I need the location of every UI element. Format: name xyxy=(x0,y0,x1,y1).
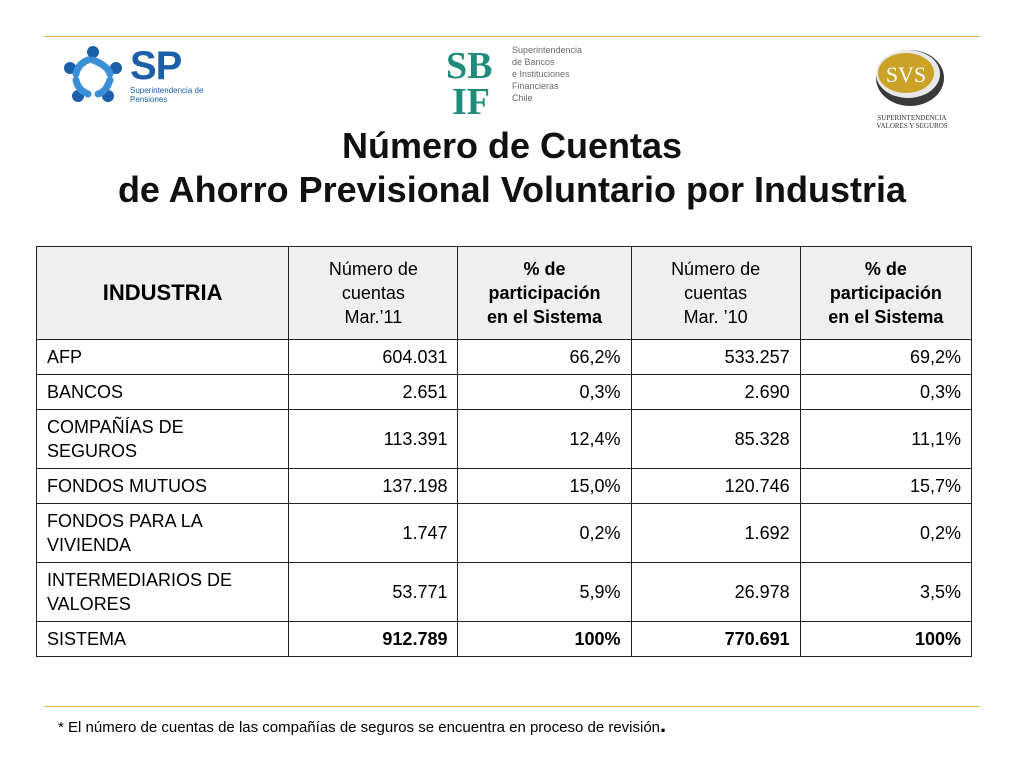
table-row: BANCOS 2.651 0,3% 2.690 0,3% xyxy=(35,374,973,410)
page-title: Número de Cuentas de Ahorro Previsional … xyxy=(0,124,1024,212)
table-row: COMPAÑÍAS DE SEGUROS 113.391 12,4% 85.328… xyxy=(35,409,973,469)
svs-logo: SVS SUPERINTENDENCIA VALORES Y SEGUROS xyxy=(868,44,958,130)
row-pct-mar10: 0,3% xyxy=(799,374,973,410)
accounts-table: INDUSTRIA Número de cuentas Mar.’11 % de… xyxy=(35,246,973,657)
row-industria: FONDOS MUTUOS xyxy=(35,468,290,504)
row-industria: SISTEMA xyxy=(35,621,290,657)
row-pct-mar10: 100% xyxy=(799,621,973,657)
sbif-subtitle: Superintendencia de Bancos e Institucion… xyxy=(512,45,583,103)
svg-text:SVS: SVS xyxy=(886,62,926,87)
row-cuentas-mar11: 53.771 xyxy=(288,562,459,622)
table-header-row: INDUSTRIA Número de cuentas Mar.’11 % de… xyxy=(35,246,973,340)
title-line-1: Número de Cuentas xyxy=(341,125,683,166)
row-cuentas-mar11: 2.651 xyxy=(288,374,459,410)
row-cuentas-mar10: 26.978 xyxy=(630,562,801,622)
row-cuentas-mar11: 113.391 xyxy=(288,409,459,469)
svg-text:SB: SB xyxy=(446,45,492,87)
svg-text:IF: IF xyxy=(452,81,490,116)
row-industria: COMPAÑÍAS DE SEGUROS xyxy=(35,409,290,469)
row-cuentas-mar10: 770.691 xyxy=(630,621,801,657)
row-cuentas-mar11: 604.031 xyxy=(288,339,459,375)
header-cuentas-mar11: Número de cuentas Mar.’11 xyxy=(288,246,459,340)
row-industria: INTERMEDIARIOS DE VALORES xyxy=(35,562,290,622)
row-pct-mar11: 66,2% xyxy=(457,339,632,375)
sp-emblem-icon xyxy=(64,46,122,102)
row-pct-mar10: 3,5% xyxy=(799,562,973,622)
row-pct-mar10: 0,2% xyxy=(799,503,973,563)
sp-subtitle: Superintendencia de Pensiones xyxy=(130,86,204,104)
svs-emblem-icon: SVS xyxy=(876,50,944,106)
row-pct-mar10: 69,2% xyxy=(799,339,973,375)
header-cuentas-mar10: Número de cuentas Mar. ’10 xyxy=(630,246,801,340)
bottom-divider xyxy=(44,706,980,707)
svs-subtitle: SUPERINTENDENCIA VALORES Y SEGUROS xyxy=(876,114,948,130)
title-line-2: de Ahorro Previsional Voluntario por Ind… xyxy=(117,169,907,210)
table-row: AFP 604.031 66,2% 533.257 69,2% xyxy=(35,339,973,375)
footnote-text: * El número de cuentas de las compañías … xyxy=(58,719,661,736)
header-pct-mar10: % de participación en el Sistema xyxy=(799,246,973,340)
sbif-logo: SB IF Superintendencia de Bancos e Insti… xyxy=(446,44,586,120)
row-cuentas-mar11: 912.789 xyxy=(288,621,459,657)
row-pct-mar11: 12,4% xyxy=(457,409,632,469)
table-row: INTERMEDIARIOS DE VALORES 53.771 5,9% 26.… xyxy=(35,562,973,622)
row-pct-mar10: 15,7% xyxy=(799,468,973,504)
footnote-end: . xyxy=(660,712,667,737)
top-divider xyxy=(44,36,980,37)
row-pct-mar11: 100% xyxy=(457,621,632,657)
sp-logo: SP Superintendencia de Pensiones xyxy=(58,40,218,110)
row-cuentas-mar10: 120.746 xyxy=(630,468,801,504)
header-industria: INDUSTRIA xyxy=(35,246,290,340)
row-cuentas-mar11: 1.747 xyxy=(288,503,459,563)
row-pct-mar11: 5,9% xyxy=(457,562,632,622)
row-cuentas-mar10: 1.692 xyxy=(630,503,801,563)
sp-letters: SP xyxy=(130,44,182,88)
footnote: * El número de cuentas de las compañías … xyxy=(58,712,666,738)
row-pct-mar11: 15,0% xyxy=(457,468,632,504)
table-total-row: SISTEMA 912.789 100% 770.691 100% xyxy=(35,621,973,657)
row-pct-mar11: 0,2% xyxy=(457,503,632,563)
row-industria: AFP xyxy=(35,339,290,375)
row-pct-mar10: 11,1% xyxy=(799,409,973,469)
row-industria: BANCOS xyxy=(35,374,290,410)
sbif-emblem-icon: SB IF xyxy=(446,45,492,116)
row-industria: FONDOS PARA LA VIVIENDA xyxy=(35,503,290,563)
row-pct-mar11: 0,3% xyxy=(457,374,632,410)
row-cuentas-mar10: 85.328 xyxy=(630,409,801,469)
row-cuentas-mar10: 533.257 xyxy=(630,339,801,375)
table-row: FONDOS MUTUOS 137.198 15,0% 120.746 15,7… xyxy=(35,468,973,504)
row-cuentas-mar10: 2.690 xyxy=(630,374,801,410)
row-cuentas-mar11: 137.198 xyxy=(288,468,459,504)
header-pct-mar11: % de participación en el Sistema xyxy=(457,246,632,340)
table-row: FONDOS PARA LA VIVIENDA 1.747 0,2% 1.692 … xyxy=(35,503,973,563)
